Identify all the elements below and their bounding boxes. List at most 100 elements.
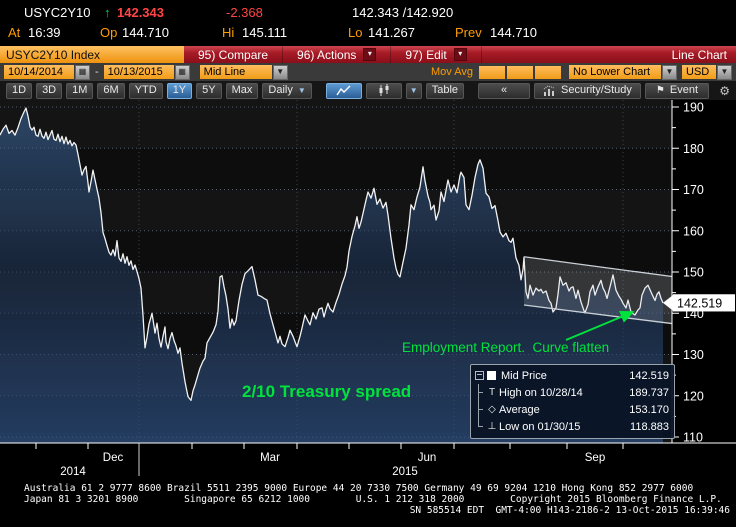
last-price: 142.343	[117, 5, 164, 20]
candle-chart-type-button[interactable]	[365, 82, 402, 99]
line-chart-icon	[336, 85, 351, 95]
candlestick-icon	[379, 84, 389, 96]
security-field[interactable]: USYC2Y10 Index	[0, 46, 184, 63]
menu-compare[interactable]: 95) Compare	[184, 46, 284, 63]
svg-text:2014: 2014	[60, 466, 86, 478]
event-label: Event	[669, 84, 699, 96]
date-to-input[interactable]: 10/13/2015	[103, 65, 174, 79]
period-max-button[interactable]: Max	[225, 82, 259, 99]
svg-text:190: 190	[683, 101, 704, 115]
chevron-down-icon[interactable]: ▼	[717, 64, 732, 80]
period-6m-button[interactable]: 6M	[97, 82, 125, 99]
collapse-panel-button[interactable]: «	[478, 82, 530, 99]
menu-compare-label: 95) Compare	[198, 47, 269, 62]
flag-icon: ⚑	[655, 85, 665, 96]
period-1y-button[interactable]: 1Y	[166, 82, 193, 99]
legend-label: Average	[499, 403, 540, 416]
svg-text:142.519: 142.519	[677, 296, 722, 310]
security-study-button[interactable]: Security/Study	[534, 82, 641, 99]
date-from-input[interactable]: 10/14/2014	[4, 65, 74, 79]
annotation-arrow	[565, 311, 635, 341]
legend-row-low: ⊥ Low on 01/30/15 118.883	[475, 418, 669, 435]
legend-value: 118.883	[630, 420, 669, 433]
quote-line-2: At 16:39 Op 144.710 Hi 145.111 Lo 141.26…	[0, 25, 736, 42]
period-5y-button[interactable]: 5Y	[196, 82, 222, 99]
period-ytd-button[interactable]: YTD	[128, 82, 163, 99]
open-value: 144.710	[122, 25, 169, 40]
function-menubar: USYC2Y10 Index 95) Compare 96) Actions ▾ …	[0, 46, 736, 63]
chevron-down-icon: ▾	[453, 48, 467, 61]
quote-line-1: USYC2Y10 ↑ 142.343 -2.368 142.343 /142.9…	[0, 5, 736, 22]
period-1d-button[interactable]: 1D	[6, 82, 33, 99]
legend-row-high: T High on 10/28/14 189.737	[475, 384, 669, 401]
bid-ask: 142.343 /142.920	[352, 5, 454, 20]
chevron-down-icon[interactable]: ▼	[662, 64, 677, 80]
tree-branch-icon	[475, 384, 485, 401]
price-change: -2.368	[226, 5, 263, 20]
legend-value: 153.170	[629, 403, 669, 416]
at-label: At	[8, 25, 21, 40]
security-study-label: Security/Study	[561, 84, 632, 96]
tree-branch-icon	[475, 401, 485, 418]
svg-text:Sep: Sep	[585, 452, 605, 464]
legend-label: Low on 01/30/15	[499, 420, 581, 433]
up-arrow-icon: ↑	[104, 5, 111, 20]
quote-header: USYC2Y10 ↑ 142.343 -2.368 142.343 /142.9…	[0, 0, 736, 46]
lower-chart-select[interactable]: No Lower Chart	[569, 65, 661, 79]
period-3d-button[interactable]: 3D	[36, 82, 63, 99]
calendar-icon[interactable]: ▦	[174, 64, 190, 80]
footer-contacts-line-2: Japan 81 3 3201 8900 Singapore 65 6212 1…	[24, 494, 722, 505]
period-1m-button[interactable]: 1M	[66, 82, 94, 99]
svg-text:150: 150	[683, 266, 704, 280]
prev-value: 144.710	[490, 25, 537, 40]
calendar-icon[interactable]: ▦	[75, 64, 90, 80]
chevron-down-icon: ▼	[409, 85, 418, 95]
chart-controls: 1D 3D 1M 6M YTD 1Y 5Y Max Daily ▼ ▼ Table…	[0, 81, 736, 100]
svg-text:110: 110	[683, 431, 703, 445]
gear-icon[interactable]: ⚙	[719, 83, 730, 98]
last-price-label: 142.519	[663, 294, 735, 312]
frequency-select[interactable]: Daily ▼	[262, 82, 312, 99]
line-chart-type-button[interactable]	[325, 82, 362, 99]
price-field-select[interactable]: Mid Line	[199, 65, 272, 79]
menu-actions-label: 96) Actions	[297, 47, 357, 62]
svg-text:2015: 2015	[392, 466, 418, 478]
footer-contacts-line-1: Australia 61 2 9777 8600 Brazil 5511 239…	[24, 483, 694, 494]
table-button[interactable]: Table	[425, 82, 464, 99]
legend-label: Mid Price	[501, 369, 547, 382]
open-label: Op	[100, 25, 118, 40]
menu-actions[interactable]: 96) Actions ▾	[283, 46, 392, 63]
mov-avg-label: Mov Avg	[431, 66, 473, 78]
svg-text:180: 180	[683, 142, 704, 156]
chevron-down-icon: ▾	[363, 48, 377, 61]
event-button[interactable]: ⚑ Event	[644, 82, 710, 99]
chart-settings-toolbar: 10/14/2014 ▦ - 10/13/2015 ▦ Mid Line ▼ M…	[0, 63, 736, 81]
mov-avg-input-2[interactable]	[507, 65, 533, 79]
legend-row-average: ◇ Average 153.170	[475, 401, 669, 418]
chart-area: 190 180 170 160 150 140 130 120 110 Dec Mar Jun Sep 2…	[0, 100, 736, 478]
high-label: Hi	[222, 25, 235, 40]
area-fill	[0, 108, 663, 443]
svg-text:Mar: Mar	[260, 452, 280, 464]
prev-label: Prev	[455, 25, 482, 40]
menu-edit[interactable]: 97) Edit ▾	[391, 46, 482, 63]
collapse-box-icon[interactable]	[475, 371, 484, 380]
chart-legend[interactable]: Mid Price 142.519 T High on 10/28/14 189…	[470, 364, 675, 439]
legend-value: 142.519	[629, 369, 669, 382]
mov-avg-input-3[interactable]	[535, 65, 561, 79]
study-chart-icon	[543, 85, 555, 96]
mov-avg-input-1[interactable]	[479, 65, 505, 79]
svg-text:Jun: Jun	[418, 452, 437, 464]
employment-annotation: Employment Report. Curve flatten	[402, 340, 610, 355]
currency-select[interactable]: USD	[682, 65, 716, 79]
chevron-down-icon[interactable]: ▼	[272, 64, 288, 80]
tree-branch-icon	[475, 418, 485, 435]
date-range-separator: -	[95, 66, 99, 78]
mid-price-line	[0, 107, 664, 402]
trend-channel	[524, 256, 672, 324]
svg-text:160: 160	[683, 224, 704, 238]
chart-type-more-button[interactable]: ▼	[405, 82, 422, 99]
legend-value: 189.737	[629, 386, 669, 399]
